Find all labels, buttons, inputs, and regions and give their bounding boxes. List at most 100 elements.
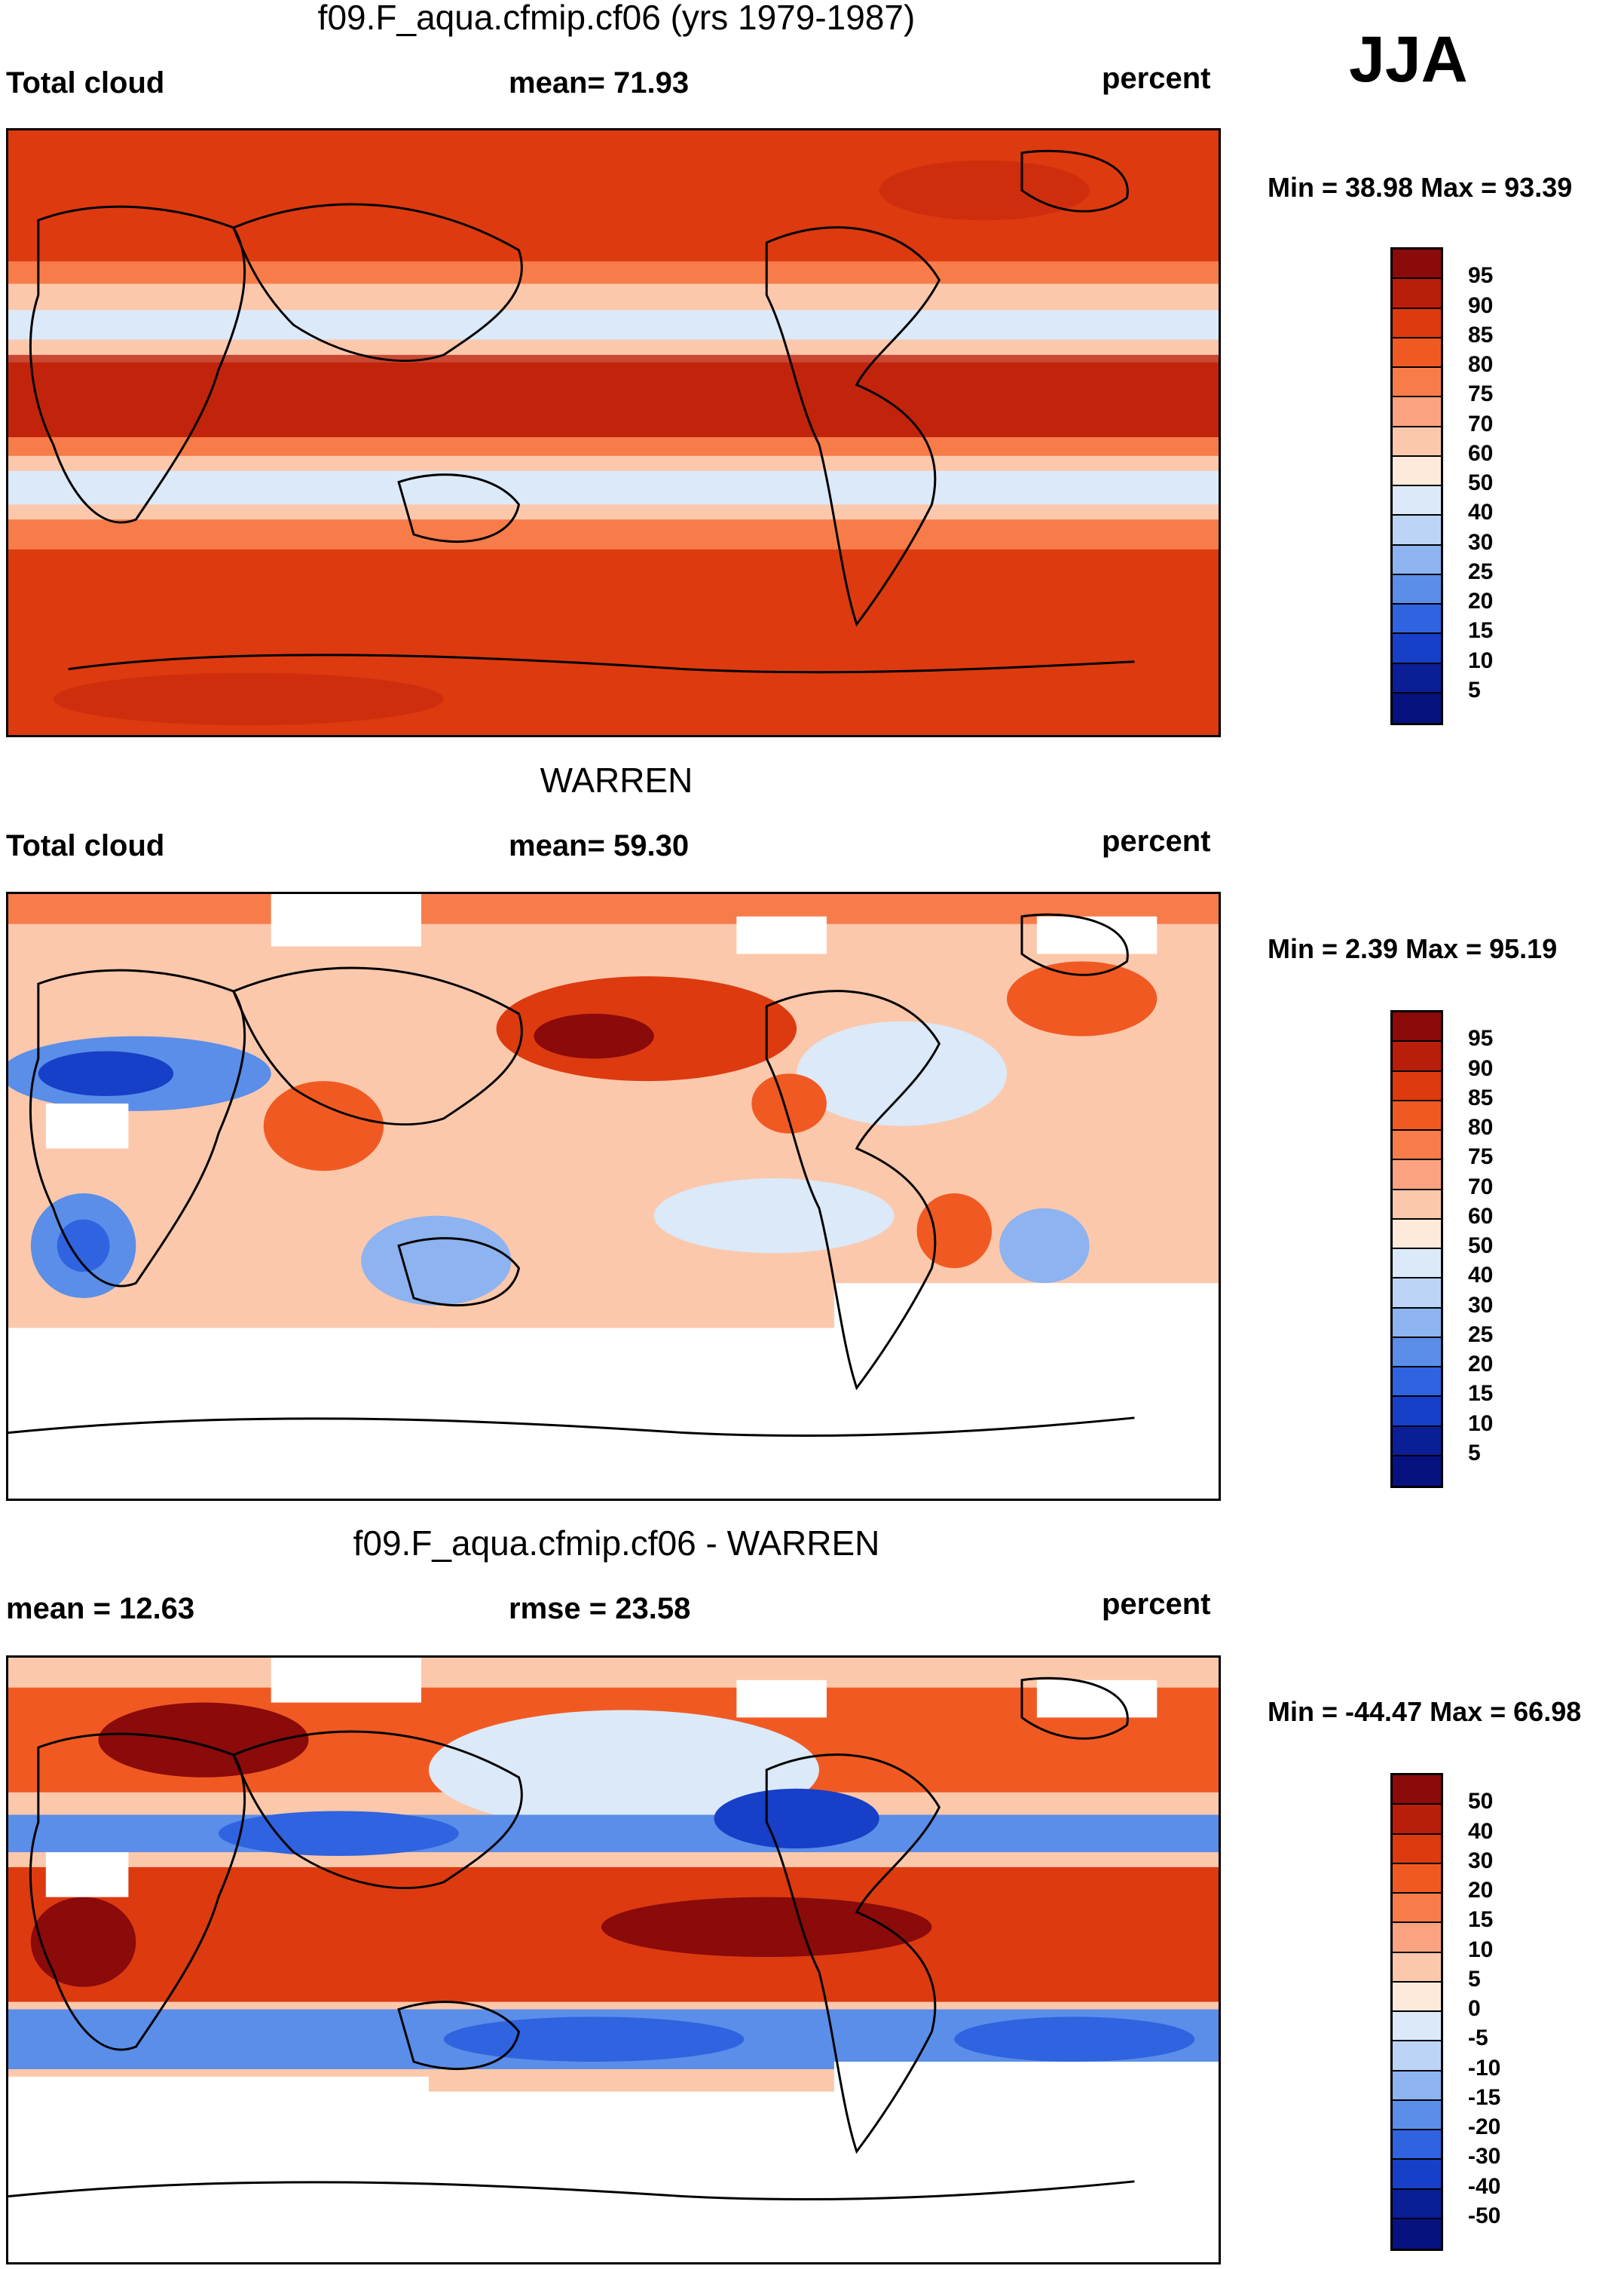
colorbar-swatch (1393, 1101, 1441, 1131)
colorbar-tick-label: 40 (1468, 1818, 1494, 1844)
colorbar-swatch (1393, 1805, 1441, 1835)
colorbar-swatch (1393, 574, 1441, 605)
colorbar-swatch (1393, 1160, 1441, 1190)
colorbar-tick-label: 60 (1468, 440, 1494, 466)
colorbar-swatch (1393, 663, 1441, 694)
colorbar-tick-label: 15 (1468, 1381, 1494, 1407)
colorbar-tick-label: 10 (1468, 1937, 1494, 1962)
panel-1-map (6, 128, 1221, 737)
panel-3-map (6, 1655, 1221, 2264)
panel-1-colorbar (1390, 247, 1443, 725)
colorbar-swatch (1393, 1249, 1441, 1279)
colorbar-swatch (1393, 2071, 1441, 2101)
colorbar-swatch (1393, 545, 1441, 575)
panel-1-left-label: Total cloud (6, 66, 165, 100)
colorbar-tick-label: 50 (1468, 1233, 1494, 1258)
colorbar-swatch (1393, 2130, 1441, 2160)
colorbar-tick-label: 60 (1468, 1203, 1494, 1229)
colorbar-swatch (1393, 1982, 1441, 2012)
colorbar-swatch (1393, 1219, 1441, 1249)
colorbar-tick-label: 10 (1468, 1410, 1494, 1436)
colorbar-swatch (1393, 308, 1441, 338)
colorbar-swatch (1393, 338, 1441, 368)
colorbar-tick-label: 70 (1468, 1174, 1494, 1199)
colorbar-tick-label: 80 (1468, 352, 1494, 377)
colorbar-swatch (1393, 1834, 1441, 1864)
colorbar-swatch (1393, 2041, 1441, 2071)
colorbar-swatch (1393, 1426, 1441, 1456)
colorbar-swatch (1393, 1952, 1441, 1983)
colorbar-tick-label: 85 (1468, 1085, 1494, 1110)
colorbar-tick-label: 90 (1468, 1055, 1494, 1081)
colorbar-tick-label: 20 (1468, 1352, 1494, 1376)
colorbar-swatch (1393, 456, 1441, 486)
panel-1-units: percent (1102, 62, 1211, 95)
colorbar-tick-label: 40 (1468, 1263, 1494, 1288)
panel-3-minmax: Min = -44.47 Max = 66.98 (1268, 1696, 1582, 1727)
colorbar-tick-label: 50 (1468, 470, 1494, 495)
colorbar-swatch (1393, 1923, 1441, 1953)
colorbar-tick-label: -40 (1468, 2173, 1501, 2199)
colorbar-tick-label: 20 (1468, 589, 1494, 614)
colorbar-swatch (1393, 2100, 1441, 2130)
colorbar-swatch (1393, 1456, 1441, 1486)
colorbar-tick-label: 25 (1468, 559, 1494, 584)
panel-1-title: f09.F_aqua.cfmip.cf06 (yrs 1979-1987) (317, 0, 916, 37)
panel-3-title: f09.F_aqua.cfmip.cf06 - WARREN (353, 1523, 880, 1563)
panel-2-map (6, 892, 1221, 1501)
colorbar-swatch (1393, 1131, 1441, 1161)
colorbar-tick-label: 40 (1468, 500, 1494, 525)
colorbar-swatch (1393, 2218, 1441, 2249)
colorbar-tick-label: -10 (1468, 2055, 1501, 2081)
colorbar-tick-label: 20 (1468, 1878, 1494, 1903)
colorbar-swatch (1393, 2160, 1441, 2190)
season-label: JJA (1349, 23, 1468, 96)
panel-3-mean: mean = 12.63 (6, 1592, 195, 1625)
colorbar-tick-label: 30 (1468, 1848, 1494, 1873)
colorbar-tick-label: 5 (1468, 1966, 1481, 1992)
panel-2-left-label: Total cloud (6, 829, 165, 862)
colorbar-tick-label: 90 (1468, 292, 1494, 318)
colorbar-swatch (1393, 1337, 1441, 1367)
colorbar-swatch (1393, 486, 1441, 516)
panel-2-title: WARREN (540, 761, 693, 800)
colorbar-tick-label: 15 (1468, 618, 1494, 644)
colorbar-tick-label: 5 (1468, 677, 1481, 703)
colorbar-swatch (1393, 279, 1441, 309)
panel-2-mean: mean= 59.30 (509, 829, 690, 862)
colorbar-tick-label: 30 (1468, 529, 1494, 555)
colorbar-tick-label: 95 (1468, 263, 1494, 289)
panel-1-minmax: Min = 38.98 Max = 93.39 (1268, 172, 1573, 203)
colorbar-tick-label: 0 (1468, 1996, 1481, 2021)
colorbar-swatch (1393, 1367, 1441, 1398)
colorbar-tick-label: -50 (1468, 2203, 1501, 2228)
colorbar-swatch (1393, 1042, 1441, 1072)
colorbar-swatch (1393, 1863, 1441, 1894)
panel-2-colorbar (1390, 1010, 1443, 1488)
colorbar-swatch (1393, 634, 1441, 664)
colorbar-tick-label: 85 (1468, 322, 1494, 348)
panel-3-colorbar (1390, 1773, 1443, 2251)
colorbar-swatch (1393, 397, 1441, 427)
colorbar-swatch (1393, 250, 1441, 280)
colorbar-tick-label: -5 (1468, 2026, 1488, 2051)
colorbar-tick-label: -20 (1468, 2114, 1501, 2139)
colorbar-swatch (1393, 1278, 1441, 1309)
colorbar-swatch (1393, 1190, 1441, 1220)
colorbar-tick-label: 80 (1468, 1115, 1494, 1140)
colorbar-swatch (1393, 2189, 1441, 2219)
colorbar-swatch (1393, 2012, 1441, 2042)
colorbar-tick-label: 50 (1468, 1789, 1494, 1814)
panel-1-mean: mean= 71.93 (509, 66, 690, 100)
colorbar-tick-label: 95 (1468, 1026, 1494, 1052)
colorbar-tick-label: -30 (1468, 2144, 1501, 2169)
colorbar-tick-label: 30 (1468, 1292, 1494, 1318)
colorbar-swatch (1393, 427, 1441, 457)
colorbar-swatch (1393, 605, 1441, 635)
panel-2-minmax: Min = 2.39 Max = 95.19 (1268, 933, 1558, 964)
colorbar-tick-label: -15 (1468, 2084, 1501, 2110)
colorbar-swatch (1393, 1397, 1441, 1427)
colorbar-tick-label: 75 (1468, 381, 1494, 407)
colorbar-tick-label: 5 (1468, 1440, 1481, 1465)
colorbar-tick-label: 75 (1468, 1144, 1494, 1170)
